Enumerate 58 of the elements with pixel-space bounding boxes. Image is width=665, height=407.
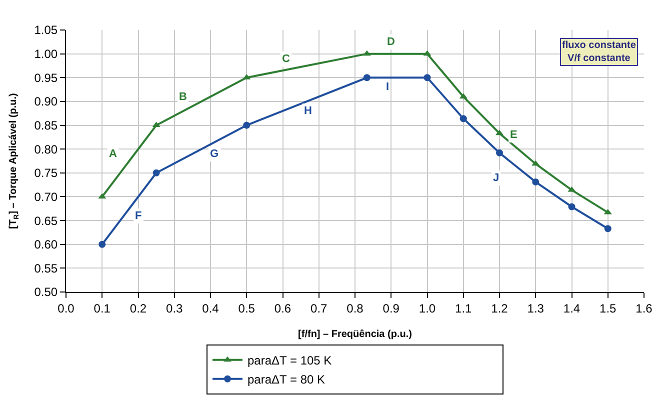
x-tick-label: 1.1: [455, 301, 472, 316]
annotation: fluxo constante V/f constante: [562, 40, 636, 64]
y-tick-label: 1.00: [34, 47, 58, 62]
point: [423, 50, 432, 56]
annotation: I: [386, 81, 390, 93]
y-tick-label: 0.60: [34, 238, 58, 252]
annotation: H: [304, 105, 312, 117]
annotation: J: [493, 172, 500, 184]
y-tick-label: 0.85: [34, 118, 58, 132]
y-tick-label: 0.50: [34, 285, 58, 300]
legend-label: paraΔT = 80 K: [248, 372, 326, 387]
y-tick-label: 0.65: [34, 214, 58, 228]
point: [532, 160, 540, 166]
x-tick-label: 0.1: [94, 301, 111, 316]
x-tick-label: 1.2: [491, 301, 508, 316]
y-tick-label: 0.90: [34, 94, 58, 109]
x-tick-label: 1.0: [418, 301, 436, 316]
x-tick-label: 1.3: [527, 301, 544, 316]
point: [243, 122, 250, 129]
point: [362, 50, 371, 56]
x-tick-label: 0.0: [58, 301, 75, 316]
x-tick-label: 1.5: [600, 301, 617, 316]
annotation: F: [135, 210, 142, 222]
point: [460, 115, 467, 122]
y-tick-label: 0.80: [34, 142, 58, 156]
point: [152, 169, 160, 176]
y-tick-label: 0.95: [34, 70, 58, 85]
x-tick-label: 0.3: [166, 301, 184, 316]
legend-label: paraΔT = 105 K: [248, 354, 332, 368]
annotation: C: [282, 53, 290, 65]
annotation: E: [510, 129, 518, 141]
point: [604, 225, 612, 232]
x-tick-label: 0.7: [310, 301, 328, 316]
point: [152, 122, 160, 128]
y-tick-label: 1.05: [34, 23, 58, 38]
x-tick-label: 0.4: [202, 301, 220, 316]
annotation: D: [387, 36, 395, 48]
y-tick-label: 0.70: [34, 190, 58, 204]
annotation: B: [179, 91, 187, 103]
x-tick-label: 1.4: [563, 301, 580, 316]
point: [568, 203, 576, 210]
point: [604, 208, 612, 214]
y-tick-label: 0.75: [34, 166, 58, 180]
x-axis-title: [f/fn] – Freqüência (p.u.): [298, 328, 412, 340]
annotation: A: [109, 148, 117, 160]
x-tick-label: 0.5: [238, 301, 256, 316]
point: [98, 240, 106, 248]
x-tick-label: 1.6: [636, 301, 653, 316]
point: [532, 178, 540, 186]
y-tick-label: 0.55: [34, 261, 58, 276]
point: [424, 74, 431, 82]
x-tick-label: 0.2: [130, 301, 147, 316]
x-tick-label: 0.6: [274, 301, 292, 316]
x-tick-label: 0.9: [382, 301, 400, 316]
annotation: G: [210, 148, 219, 160]
point: [496, 149, 503, 156]
point: [363, 74, 370, 82]
x-tick-label: 0.8: [346, 301, 364, 316]
